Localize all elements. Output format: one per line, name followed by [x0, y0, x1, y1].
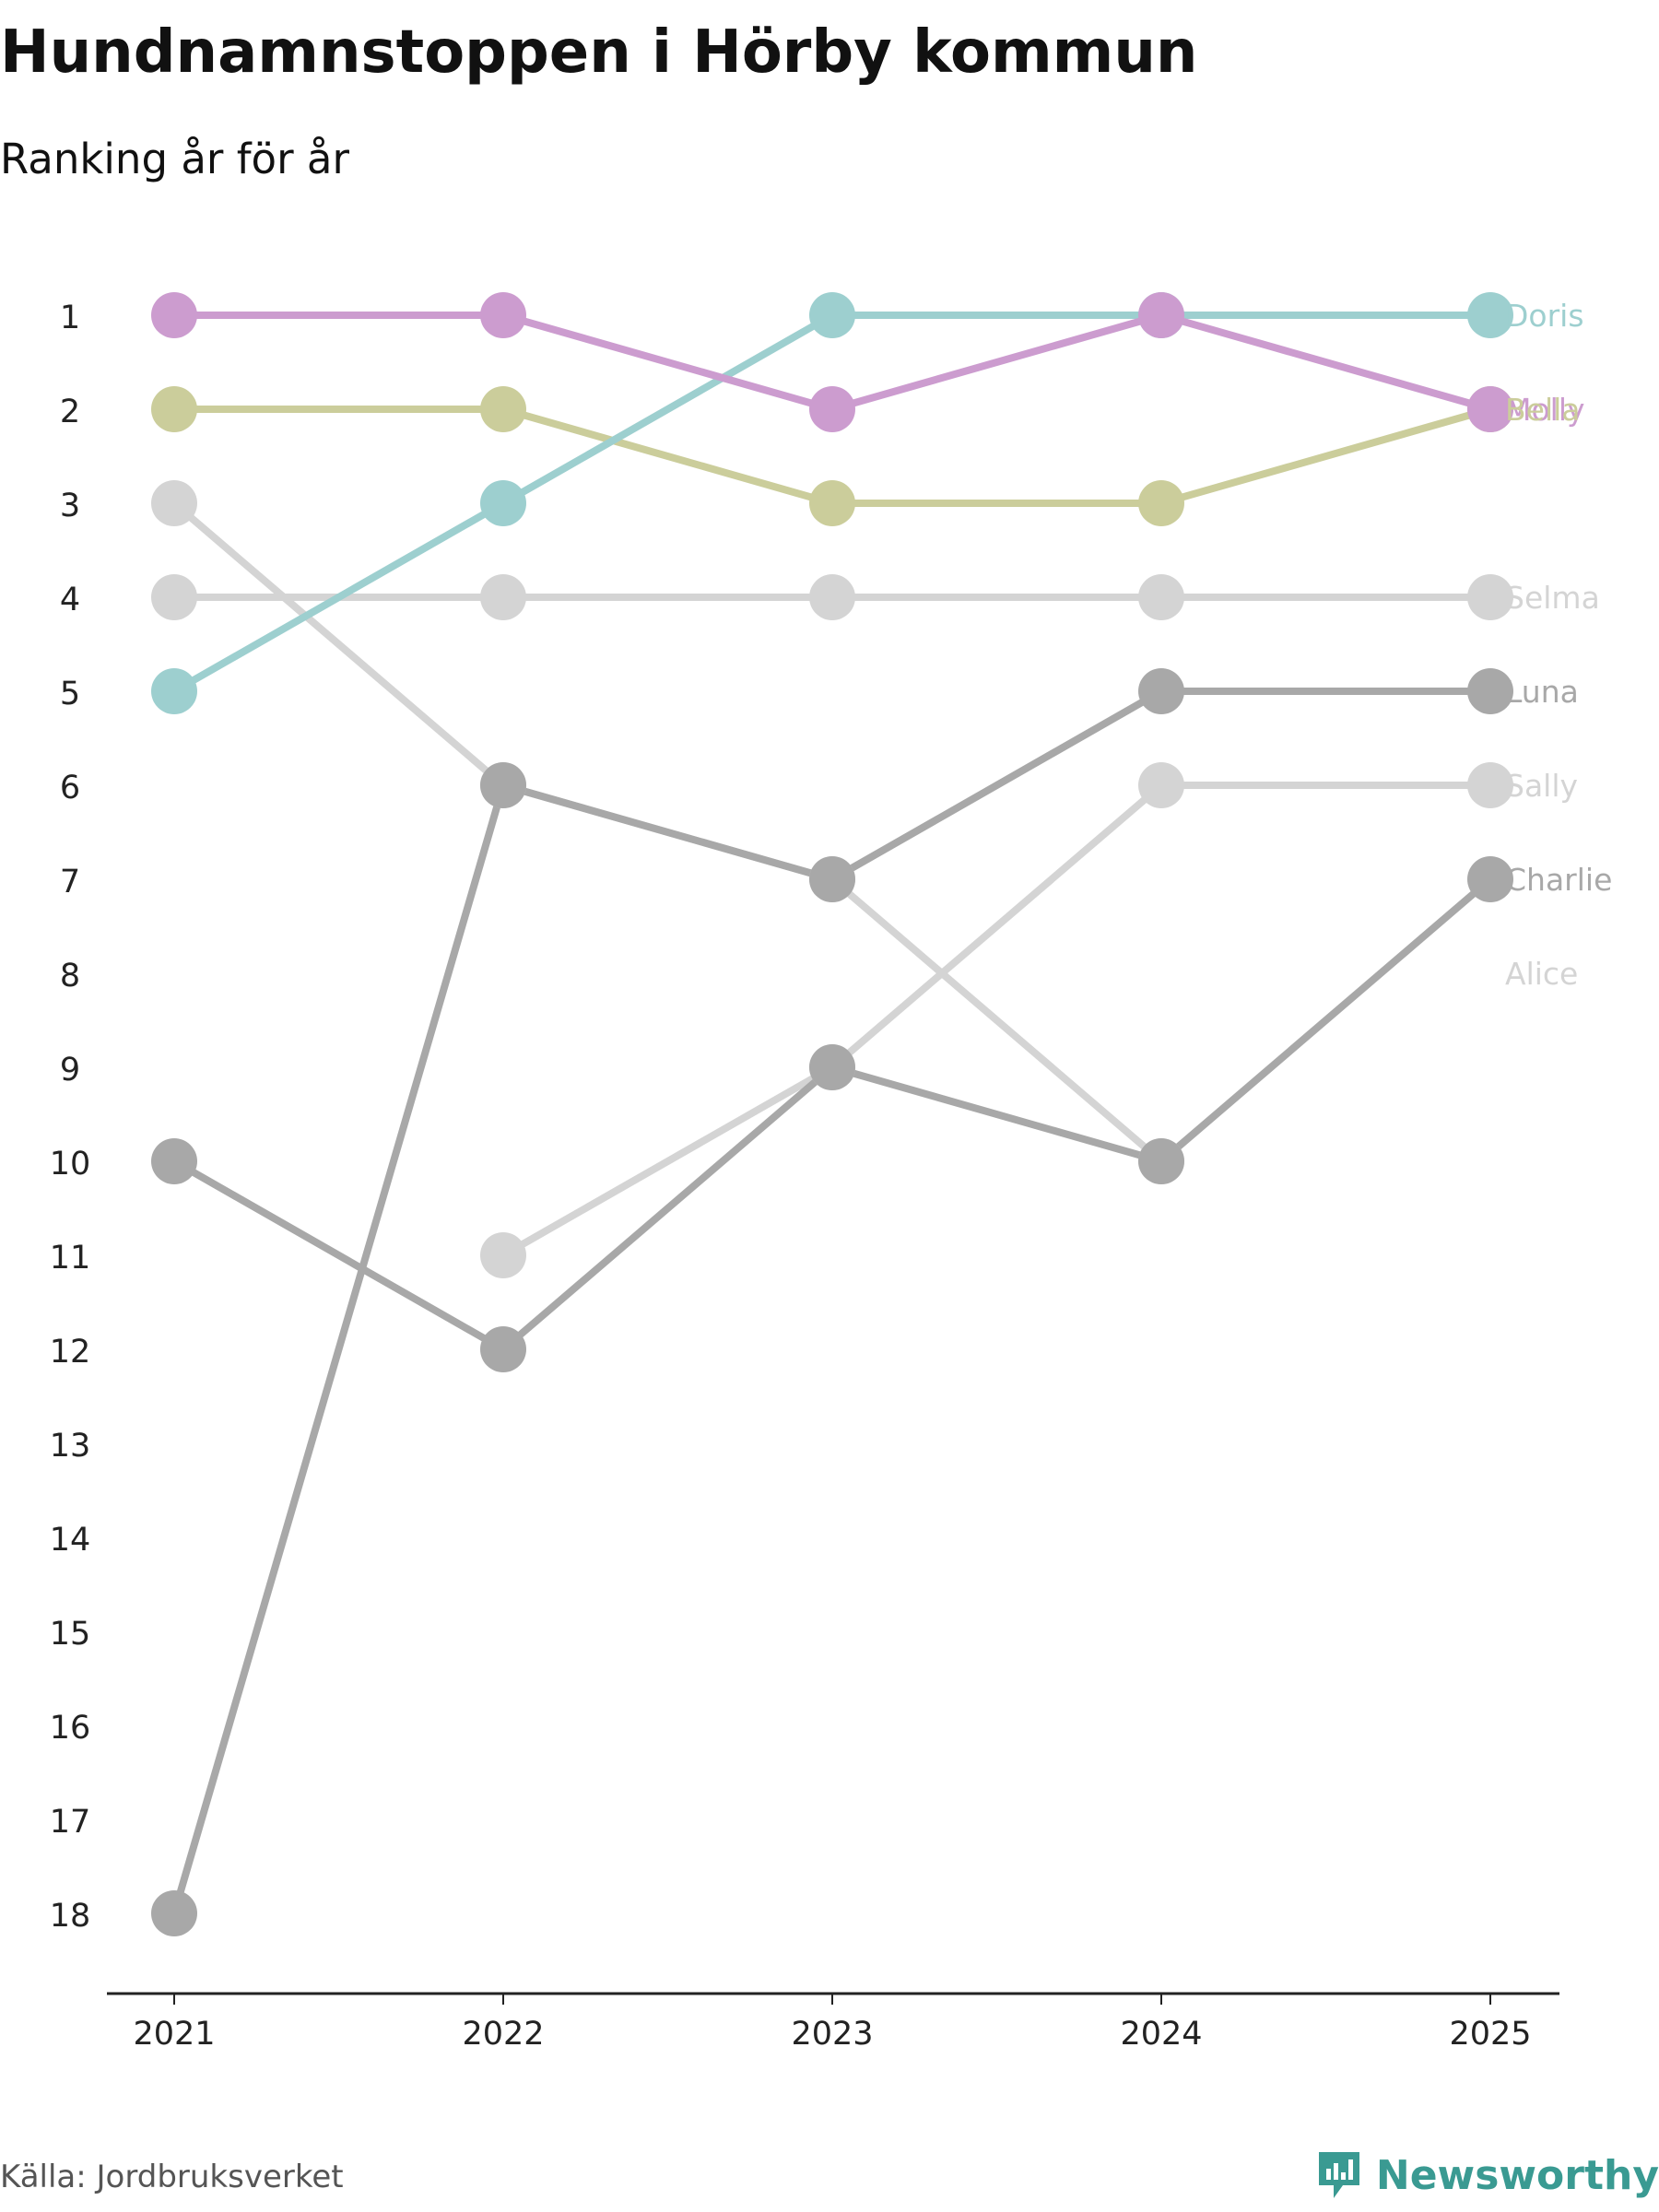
series-label-alice: Alice [1505, 956, 1578, 992]
point-molly-2022 [480, 292, 526, 338]
series-label-selma: Selma [1505, 580, 1600, 616]
newsworthy-logo-icon [1318, 2152, 1359, 2198]
point-doris-2021 [151, 668, 197, 714]
y-tick-label: 7 [60, 864, 80, 900]
point-luna-2022 [480, 762, 526, 808]
point-selma-2022 [480, 574, 526, 620]
series-line-sally [500, 782, 1494, 1259]
series-label-luna: Luna [1505, 674, 1579, 710]
point-charlie-2025 [1467, 856, 1513, 902]
x-tick-label: 2022 [462, 2016, 544, 2053]
point-alice-2021 [151, 480, 197, 526]
point-bella-2023 [809, 480, 855, 526]
brand-logo: Newsworthy [1315, 2149, 1659, 2201]
chart-title: Hundnamnstoppen i Hörby kommun [0, 18, 1198, 87]
y-tick-label: 13 [50, 1428, 91, 1465]
point-molly-2021 [151, 292, 197, 338]
y-tick-label: 1 [60, 300, 80, 336]
point-sally-2022 [480, 1232, 526, 1278]
y-tick-label: 4 [60, 582, 80, 618]
series-label-charlie: Charlie [1505, 862, 1612, 898]
point-selma-2024 [1138, 574, 1184, 620]
point-charlie-2021 [151, 1138, 197, 1184]
point-selma-2023 [809, 574, 855, 620]
point-bella-2024 [1138, 480, 1184, 526]
y-tick-label: 5 [60, 676, 80, 712]
y-tick-label: 2 [60, 394, 80, 430]
y-tick-label: 14 [50, 1522, 91, 1559]
point-bella-2021 [151, 386, 197, 432]
y-tick-label: 3 [60, 488, 80, 524]
point-luna-2023 [809, 856, 855, 902]
point-doris-2023 [809, 292, 855, 338]
y-tick-label: 18 [50, 1898, 91, 1935]
point-luna-2024 [1138, 668, 1184, 714]
series-label-bella: Bella [1505, 392, 1581, 428]
x-tick-label: 2025 [1449, 2016, 1531, 2053]
point-charlie-2024 [1138, 1138, 1184, 1184]
point-luna-2021 [151, 1890, 197, 1936]
x-tick-label: 2024 [1120, 2016, 1202, 2053]
point-selma-2025 [1467, 574, 1513, 620]
point-sally-2024 [1138, 762, 1184, 808]
y-tick-label: 11 [50, 1240, 91, 1277]
y-tick-label: 9 [60, 1052, 80, 1088]
y-tick-label: 8 [60, 958, 80, 994]
y-tick-label: 12 [50, 1334, 91, 1371]
chart-subtitle: Ranking år för år [0, 135, 349, 183]
series-line-charlie [171, 876, 1494, 1353]
point-bella-2022 [480, 386, 526, 432]
y-tick-label: 17 [50, 1804, 91, 1841]
point-molly-2025 [1467, 386, 1513, 432]
point-charlie-2022 [480, 1326, 526, 1372]
y-tick-label: 10 [50, 1146, 91, 1182]
y-tick-label: 15 [50, 1616, 91, 1653]
point-charlie-2023 [809, 1044, 855, 1090]
series-points [151, 292, 1513, 1936]
point-doris-2025 [1467, 292, 1513, 338]
series-label-sally: Sally [1505, 768, 1578, 804]
series-label-doris: Doris [1505, 298, 1584, 334]
y-tick-label: 6 [60, 770, 80, 806]
point-molly-2024 [1138, 292, 1184, 338]
y-tick-label: 16 [50, 1710, 91, 1747]
point-doris-2022 [480, 480, 526, 526]
x-tick-label: 2021 [133, 2016, 215, 2053]
point-luna-2025 [1467, 668, 1513, 714]
point-molly-2023 [809, 386, 855, 432]
series-label-molly: Molly [1505, 392, 1585, 428]
x-axis: 2021 2022 2023 2024 2025 [107, 1992, 1559, 2053]
brand-name: Newsworthy [1375, 2151, 1659, 2199]
x-tick-label: 2023 [791, 2016, 873, 2053]
series-lines [171, 312, 1494, 1917]
point-sally-2025 [1467, 762, 1513, 808]
source-note: Källa: Jordbruksverket [0, 2159, 344, 2195]
point-selma-2021 [151, 574, 197, 620]
